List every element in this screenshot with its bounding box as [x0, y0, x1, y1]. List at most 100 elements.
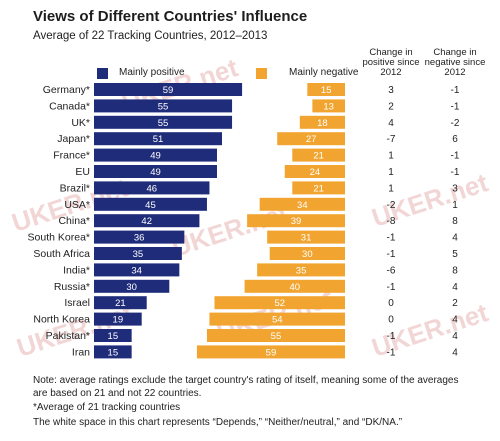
positive-value-label: 30: [126, 282, 137, 293]
category-label: UK*: [71, 117, 90, 129]
positive-bar: [94, 214, 200, 228]
positive-change-value: -1: [387, 282, 396, 293]
chart-notes: Note: average ratings exclude the target…: [33, 375, 473, 431]
legend-negative-swatch: [256, 68, 267, 79]
category-label: South Africa: [33, 248, 90, 260]
negative-change-value: -1: [451, 101, 460, 112]
negative-bar: [299, 115, 345, 129]
negative-value-label: 52: [274, 298, 285, 309]
chart-title: Views of Different Countries' Influence: [33, 8, 308, 25]
negative-value-label: 30: [302, 249, 313, 260]
category-label: EU: [75, 166, 90, 178]
negative-value-label: 15: [321, 85, 332, 96]
positive-change-value: 0: [388, 315, 394, 326]
negative-bar: [206, 329, 345, 342]
negative-bar: [267, 230, 345, 244]
negative-change-value: -2: [451, 118, 460, 129]
negative-bar: [257, 263, 345, 277]
negative-bar: [277, 132, 345, 146]
positive-change-header: Change in positive since 2012: [356, 48, 426, 78]
category-label: France*: [53, 150, 90, 162]
positive-change-value: -8: [387, 216, 396, 227]
note-white-space: The white space in this chart represents…: [33, 416, 403, 428]
negative-change-value: 4: [452, 315, 458, 326]
category-label: USA*: [64, 199, 90, 211]
positive-value-label: 59: [163, 85, 174, 96]
positive-value-label: 55: [158, 118, 169, 129]
positive-value-label: 42: [141, 216, 152, 227]
category-label: Brazil*: [60, 182, 90, 194]
category-label: Iran: [72, 346, 90, 358]
negative-change-value: -1: [451, 167, 460, 178]
negative-change-value: -1: [451, 151, 460, 162]
negative-value-label: 27: [306, 134, 317, 145]
positive-bar: [94, 312, 142, 326]
positive-bar: [94, 165, 217, 178]
positive-change-value: 0: [388, 298, 394, 309]
negative-bar: [214, 296, 345, 310]
positive-value-label: 35: [133, 249, 144, 260]
negative-change-header-line: Change in: [433, 47, 477, 58]
negative-value-label: 40: [290, 282, 301, 293]
negative-change-header-line: negative since: [424, 57, 486, 68]
category-label: China*: [58, 215, 90, 227]
negative-bar: [209, 312, 345, 326]
positive-change-value: -1: [387, 233, 396, 244]
positive-bar: [94, 279, 170, 293]
positive-value-label: 46: [146, 183, 157, 194]
negative-value-label: 34: [297, 200, 308, 211]
positive-change-value: -1: [387, 331, 396, 342]
negative-value-label: 39: [291, 216, 302, 227]
negative-change-value: 8: [452, 265, 458, 276]
negative-bar: [312, 99, 345, 113]
negative-bar: [307, 83, 345, 96]
category-label: Russia*: [54, 281, 90, 293]
legend-negative-label: Mainly negative: [289, 67, 359, 78]
positive-bar: [94, 197, 207, 211]
category-label: India*: [63, 264, 90, 276]
positive-bar: [94, 230, 185, 244]
negative-change-value: 4: [452, 347, 458, 358]
positive-change-header-line: 2012: [380, 67, 402, 78]
positive-value-label: 49: [150, 151, 161, 162]
negative-change-value: 4: [452, 233, 458, 244]
positive-bar: [94, 247, 182, 260]
negative-value-label: 13: [323, 101, 334, 112]
positive-bar: [94, 132, 223, 146]
category-label: Canada*: [49, 100, 90, 112]
negative-value-label: 35: [296, 265, 307, 276]
chart-subtitle: Average of 22 Tracking Countries, 2012–2…: [33, 30, 268, 42]
negative-value-label: 55: [271, 331, 282, 342]
negative-value-label: 31: [301, 233, 312, 244]
positive-change-value: -1: [387, 347, 396, 358]
positive-bar: [94, 345, 132, 359]
positive-value-label: 51: [153, 134, 164, 145]
negative-change-value: 1: [452, 200, 458, 211]
positive-value-label: 34: [131, 265, 142, 276]
negative-value-label: 18: [317, 118, 328, 129]
negative-value-label: 54: [272, 315, 283, 326]
positive-change-value: 4: [388, 118, 394, 129]
positive-bar: [94, 296, 147, 310]
note-asterisk: *Average of 21 tracking countries: [33, 402, 181, 413]
positive-bar: [94, 83, 243, 96]
positive-value-label: 45: [145, 200, 156, 211]
negative-bar: [292, 181, 345, 195]
negative-value-label: 59: [266, 347, 277, 358]
positive-bar: [94, 329, 132, 342]
category-label: North Korea: [33, 314, 90, 326]
negative-change-value: -1: [451, 85, 460, 96]
legend-positive-label: Mainly positive: [119, 67, 185, 78]
positive-change-value: 1: [388, 167, 394, 178]
negative-bar: [269, 247, 345, 260]
negative-change-value: 8: [452, 216, 458, 227]
negative-bar: [196, 345, 345, 359]
negative-bar: [284, 165, 345, 178]
negative-value-label: 21: [313, 151, 324, 162]
positive-bar: [94, 99, 233, 113]
positive-change-value: -2: [387, 200, 396, 211]
positive-change-value: -6: [387, 265, 396, 276]
positive-change-value: 1: [388, 183, 394, 194]
positive-value-label: 21: [115, 298, 126, 309]
